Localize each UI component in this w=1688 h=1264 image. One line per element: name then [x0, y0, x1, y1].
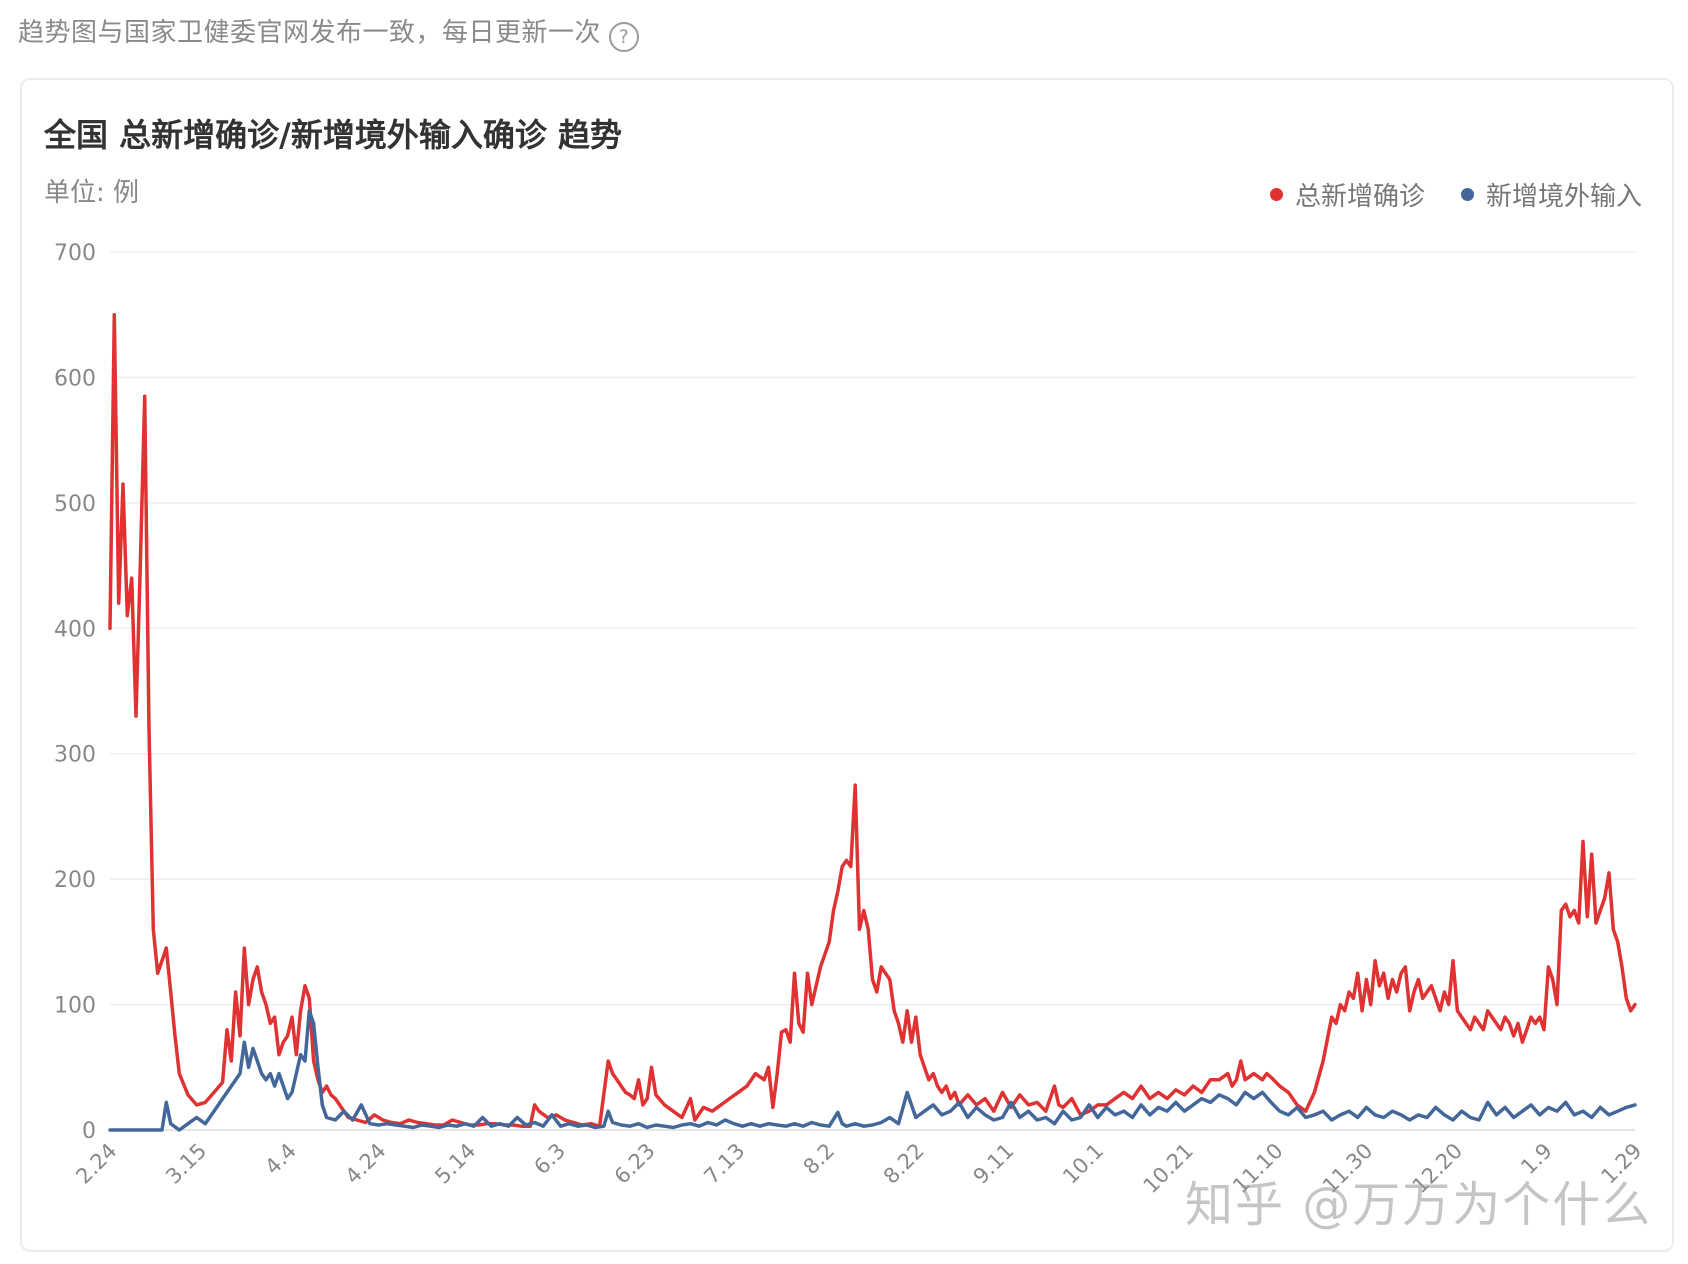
x-tick-label: 10.1	[1058, 1139, 1108, 1189]
y-tick-label: 200	[54, 868, 96, 893]
chart-card: 全国 总新增确诊/新增境外输入确诊 趋势 单位: 例 总新增确诊 新增境外输入	[20, 78, 1674, 1252]
y-tick-label: 0	[82, 1119, 96, 1144]
x-tick-label: 3.15	[161, 1139, 211, 1189]
top-note-text: 趋势图与国家卫健委官网发布一致，每日更新一次	[18, 18, 602, 48]
unit-label: 单位: 例	[44, 178, 140, 208]
y-tick-label: 300	[54, 743, 96, 768]
x-tick-label: 4.4	[260, 1139, 301, 1180]
legend-item-total[interactable]: 总新增确诊	[1269, 176, 1425, 213]
x-tick-label: 9.11	[969, 1139, 1019, 1189]
x-tick-label: 2.24	[71, 1139, 121, 1189]
x-tick-label: 8.2	[799, 1139, 840, 1180]
legend-dot-total	[1269, 188, 1283, 201]
x-tick-label: 6.3	[529, 1139, 570, 1180]
y-tick-label: 600	[54, 366, 96, 391]
y-tick-label: 400	[54, 617, 96, 642]
legend-label-total: 总新增确诊	[1294, 182, 1425, 212]
question-circle-icon[interactable]: ?	[609, 22, 640, 52]
x-tick-label: 6.23	[610, 1139, 660, 1189]
series-line-imported	[108, 1009, 1637, 1132]
legend-label-imported: 新增境外输入	[1485, 182, 1642, 212]
watermark: 知乎 @万万为个什么	[1185, 1177, 1653, 1233]
chart-title: 全国 总新增确诊/新增境外输入确诊 趋势	[44, 116, 622, 154]
legend-item-imported[interactable]: 新增境外输入	[1460, 176, 1642, 213]
y-tick-label: 500	[54, 492, 96, 517]
y-tick-label: 100	[54, 994, 96, 1019]
x-tick-label: 7.13	[699, 1139, 749, 1189]
x-tick-label: 8.22	[879, 1139, 929, 1189]
y-tick-label: 700	[54, 241, 96, 266]
legend: 总新增确诊 新增境外输入	[1269, 176, 1642, 213]
x-tick-label: 4.24	[341, 1139, 391, 1189]
x-tick-label: 5.14	[430, 1139, 480, 1189]
legend-dot-imported	[1460, 188, 1474, 201]
top-note: 趋势图与国家卫健委官网发布一致，每日更新一次?	[18, 12, 640, 52]
